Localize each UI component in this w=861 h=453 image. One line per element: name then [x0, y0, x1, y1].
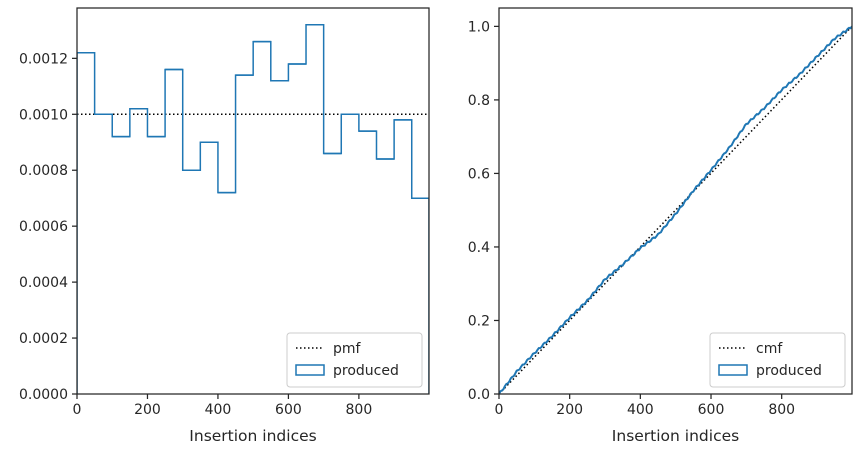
legend-box — [286, 332, 423, 388]
y-tick-label: 0.0 — [468, 387, 490, 403]
legend-label-produced: produced — [756, 363, 822, 379]
x-tick-label: 400 — [627, 402, 654, 418]
x-axis-label: Insertion indices — [189, 427, 316, 445]
y-tick-label: 0.0002 — [19, 331, 68, 347]
legend: pmf produced — [286, 332, 423, 388]
x-tick-label: 600 — [275, 402, 302, 418]
x-tick-label: 200 — [556, 402, 583, 418]
legend-label-produced: produced — [333, 363, 399, 379]
legend-swatch-produced — [295, 364, 325, 376]
y-tick-label: 0.0004 — [19, 275, 68, 291]
x-tick-label: 600 — [698, 402, 725, 418]
y-tick-label: 0.0010 — [19, 107, 68, 123]
plot-area — [499, 25, 852, 394]
x-tick-label: 200 — [134, 402, 161, 418]
y-tick-label: 0.0000 — [19, 387, 68, 403]
legend-swatch-produced — [718, 364, 748, 376]
y-tick-label: 0.0012 — [19, 51, 68, 67]
y-tick-label: 1.0 — [468, 19, 490, 35]
cmf-reference-line — [499, 25, 852, 394]
x-tick-label: 800 — [768, 402, 795, 418]
legend-box — [709, 332, 846, 388]
produced-histogram-step — [77, 24, 429, 394]
chart-panel-cmf: 0 200 400 600 800 0.0 0.2 0.4 0.6 0.8 1.0 Insertion… — [468, 7, 853, 445]
y-tick-label: 0.8 — [468, 93, 490, 109]
x-tick-label: 800 — [346, 402, 373, 418]
axes-frame — [76, 7, 430, 395]
produced-ecdf-line — [499, 25, 852, 394]
x-tick-label: 400 — [205, 402, 232, 418]
y-tick-label: 0.2 — [468, 313, 490, 329]
chart-panel-pmf: 0 200 400 600 800 0.0000 0.0002 0.0004 0.0006 0.0… — [19, 7, 430, 445]
x-axis-label: Insertion indices — [612, 427, 739, 445]
y-tick-label: 0.0008 — [19, 163, 68, 179]
y-tick-label: 0.4 — [468, 240, 490, 256]
legend-label-cmf: cmf — [756, 341, 783, 357]
x-tick-label: 0 — [495, 402, 504, 418]
y-tick-label: 0.6 — [468, 166, 490, 182]
plot-area — [77, 24, 429, 394]
x-tick-label: 0 — [73, 402, 82, 418]
legend-label-pmf: pmf — [333, 341, 362, 357]
axes-frame — [498, 7, 853, 395]
y-tick-label: 0.0006 — [19, 219, 68, 235]
legend: cmf produced — [709, 332, 846, 388]
